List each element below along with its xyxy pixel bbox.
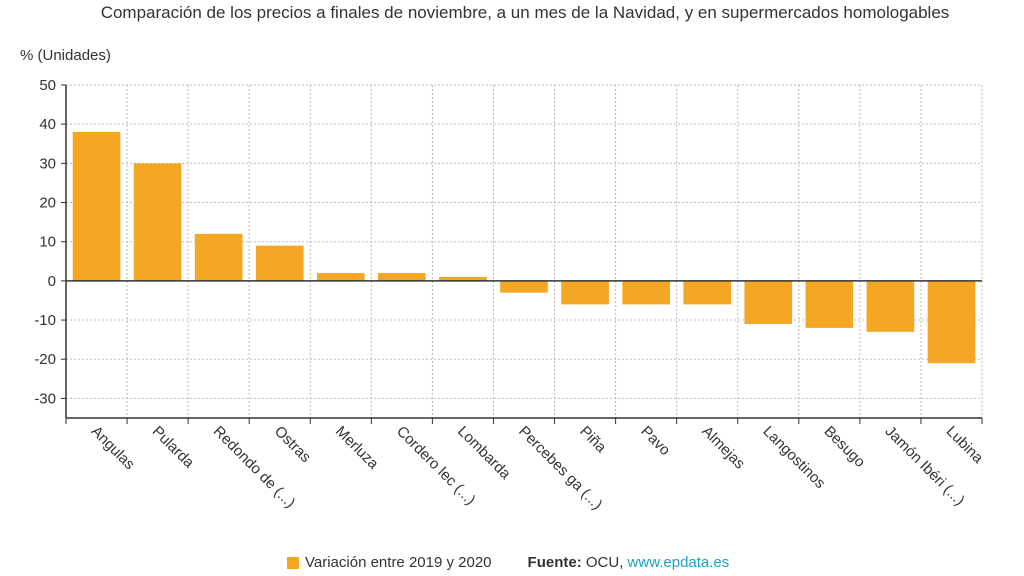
y-tick-label: 10: [39, 234, 56, 251]
bar: [805, 280, 854, 328]
bars-layer: [72, 132, 976, 364]
bar: [500, 280, 548, 293]
bar: [683, 280, 732, 305]
bar: [378, 273, 426, 281]
x-tick-label: Ostras: [271, 423, 314, 466]
x-tick-label: Angulas: [88, 423, 138, 473]
bar: [72, 132, 121, 281]
source-credit: Fuente: OCU, www.epdata.es: [528, 554, 730, 571]
legend-series-label: Variación entre 2019 y 2020: [305, 554, 492, 571]
x-tick-label: Besugo: [821, 423, 869, 471]
y-tick-label: 40: [39, 116, 56, 133]
bar: [255, 245, 304, 281]
x-tick-label: Pavo: [637, 423, 673, 459]
x-tick-label: Lubina: [943, 423, 987, 467]
bar: [622, 280, 670, 305]
bar: [866, 280, 915, 332]
y-tick-label: -20: [34, 351, 56, 368]
source-text: OCU,: [585, 554, 624, 571]
y-tick-label: -30: [34, 390, 56, 407]
y-tick-label: 30: [39, 155, 56, 172]
grid-layer: [66, 84, 983, 418]
x-tick-label: Merluza: [332, 423, 382, 473]
x-tick-label: Lombarda: [454, 423, 514, 483]
x-tick-label: Almejas: [698, 423, 748, 473]
y-tick-label: -10: [34, 312, 56, 329]
y-tick-label: 20: [39, 195, 56, 212]
x-tick-label: Langostinos: [759, 423, 828, 492]
source-label: Fuente:: [527, 554, 582, 571]
bar: [439, 276, 487, 281]
bar: [927, 280, 976, 364]
chart-legend: Variación entre 2019 y 2020 Fuente: OCU,…: [287, 554, 729, 571]
x-tick-label: Pularda: [149, 423, 198, 472]
y-axis-unit-label: % (Unidades): [20, 47, 111, 64]
bar: [561, 280, 609, 305]
bar: [194, 233, 243, 281]
bar: [133, 163, 182, 281]
source-link[interactable]: www.epdata.es: [627, 554, 730, 571]
y-tick-label: 0: [48, 273, 56, 290]
chart-title: Comparación de los precios a finales de …: [100, 3, 950, 22]
y-tick-label: 50: [39, 77, 56, 94]
axis-layer: [61, 84, 983, 424]
bar: [316, 273, 365, 281]
legend-swatch: [287, 556, 299, 569]
bar: [744, 280, 793, 324]
x-tick-label: Piña: [576, 423, 610, 457]
